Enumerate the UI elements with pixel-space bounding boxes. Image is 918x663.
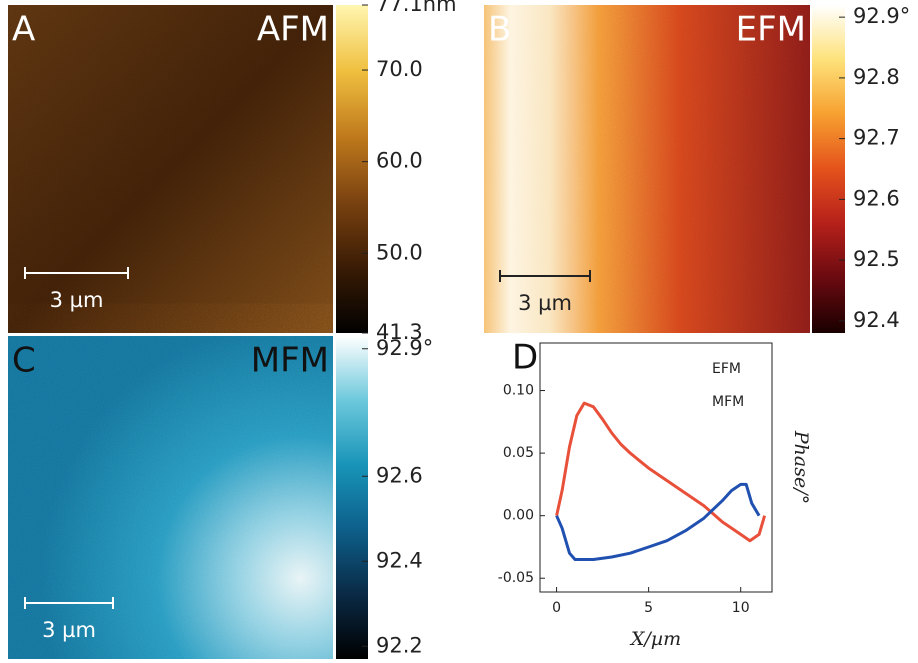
y-tick-label: 0.00 (503, 508, 534, 524)
panel-title: AFM (257, 10, 329, 50)
panel-letter: A (12, 10, 35, 50)
panel-letter: B (488, 10, 511, 50)
panel-letter: C (12, 341, 36, 381)
y-tick-label: 0.05 (503, 445, 534, 461)
colorbar (336, 336, 368, 659)
y-tick-label: 0.10 (503, 383, 534, 399)
colorbar-tick-label: 92.4 (853, 308, 900, 332)
panel-title: EFM (736, 10, 806, 50)
colorbar (812, 5, 845, 333)
colorbar-tick-label: 60.0 (376, 149, 423, 173)
x-tick-label: 10 (732, 600, 750, 616)
colorbar-tick-label: 70.0 (376, 57, 423, 81)
colorbar-tick-label: 92.5 (853, 247, 900, 271)
colorbar-tick-label: 92.6 (853, 186, 900, 210)
x-axis-label: X/µm (629, 628, 681, 650)
panel-letter: D (512, 338, 538, 378)
colorbar-tick-label: 92.9° (376, 336, 433, 360)
colorbar-tick-label: 92.8 (853, 65, 900, 89)
colorbar (336, 5, 368, 333)
legend-entry: MFM (712, 394, 744, 410)
plot-frame (540, 343, 772, 592)
image-texture (484, 5, 810, 333)
figure: AAFM3 µm77.1nm70.060.050.041.3BEFM3 µm92… (0, 0, 918, 659)
panel-title: MFM (251, 341, 329, 381)
scalebar-label: 3 µm (42, 618, 96, 642)
image-texture (8, 336, 333, 659)
scalebar-label: 3 µm (518, 291, 572, 315)
colorbar-tick-label: 50.0 (376, 240, 423, 264)
colorbar-tick-label: 92.6 (376, 463, 423, 487)
legend-entry: EFM (712, 361, 741, 377)
colorbar-tick-label: 92.7 (853, 126, 900, 150)
x-tick-label: 5 (644, 600, 653, 616)
colorbar-tick-label: 92.4 (376, 548, 423, 572)
colorbar-tick-label: 77.1nm (376, 0, 457, 16)
colorbar-tick-label: 92.9° (853, 4, 910, 28)
scalebar-label: 3 µm (50, 288, 104, 312)
image-texture (8, 5, 333, 333)
y-tick-label: -0.05 (498, 570, 534, 586)
colorbar-tick-label: 92.2 (376, 633, 423, 657)
y-axis-label: Phase/° (790, 430, 812, 504)
x-tick-label: 0 (552, 600, 561, 616)
